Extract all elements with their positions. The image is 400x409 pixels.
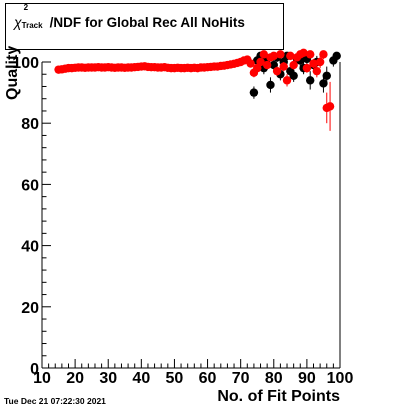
data-point — [249, 86, 259, 99]
x-tick-label: 40 — [132, 370, 150, 387]
data-point — [299, 48, 308, 58]
data-point — [246, 59, 255, 68]
marker — [266, 80, 275, 90]
data-point — [306, 50, 315, 59]
marker — [319, 50, 328, 59]
x-tick-label: 100 — [327, 370, 354, 387]
data-point — [276, 50, 285, 59]
data-point — [279, 62, 288, 72]
axis-ticks — [41, 61, 341, 369]
marker — [282, 76, 292, 85]
marker — [322, 71, 331, 80]
marker — [269, 51, 278, 61]
title-box: χ 2 Track/NDF for Global Rec All NoHits — [5, 3, 284, 50]
title-rest: /NDF for Global Rec All NoHits — [49, 15, 245, 30]
marker — [249, 88, 259, 97]
x-tick-label: 10 — [33, 370, 51, 387]
marker — [306, 76, 315, 85]
data-point — [289, 69, 298, 82]
data-point — [259, 50, 269, 59]
marker — [315, 57, 325, 67]
y-tick-label: 20 — [21, 300, 39, 317]
x-tick-label: 20 — [66, 370, 84, 387]
title-chi: χ — [14, 14, 22, 30]
data-point — [266, 77, 275, 93]
marker — [319, 79, 328, 88]
y-tick-label: 100 — [12, 55, 39, 72]
y-axis-label: Quality — [4, 45, 21, 100]
data-point — [312, 65, 322, 78]
data-point — [256, 57, 265, 67]
plot-frame — [41, 62, 341, 369]
marker — [262, 60, 272, 70]
marker — [246, 59, 255, 68]
x-axis-label: No. of Fit Points — [217, 388, 340, 405]
marker — [306, 50, 315, 59]
data-point — [332, 51, 341, 61]
chart-title: χ 2 Track/NDF for Global Rec All NoHits — [14, 3, 245, 30]
marker — [302, 63, 312, 73]
marker — [332, 51, 341, 61]
data-point — [302, 63, 312, 73]
marker — [276, 50, 285, 59]
x-tick-label: 60 — [199, 370, 217, 387]
data-points — [54, 48, 341, 131]
data-point — [319, 50, 328, 59]
data-point — [306, 71, 315, 90]
x-tick-label: 50 — [166, 370, 184, 387]
tick-labels: 10 20 30 40 50 60 70 80 90 100 0 20 40 60 80 100 — [12, 55, 353, 387]
timestamp: Tue Dec 21 07:22:30 2021 — [4, 396, 106, 406]
title-sub: Track — [21, 21, 43, 30]
data-point — [272, 66, 282, 76]
marker — [309, 59, 318, 68]
marker — [299, 48, 308, 58]
marker — [312, 66, 322, 76]
marker — [279, 62, 288, 71]
title-sup: 2 — [23, 3, 29, 12]
marker — [286, 51, 295, 61]
y-tick-label: 60 — [21, 177, 39, 194]
x-tick-label: 90 — [298, 370, 316, 387]
data-point — [325, 81, 335, 131]
marker — [272, 66, 282, 76]
y-tick-label: 40 — [21, 239, 39, 256]
marker — [259, 50, 269, 59]
title-supsub: 2 Track — [21, 3, 50, 30]
data-point — [282, 74, 292, 87]
data-point — [289, 60, 298, 70]
x-tick-label: 30 — [99, 370, 117, 387]
marker — [256, 57, 265, 67]
data-point — [309, 58, 318, 69]
x-tick-label: 70 — [232, 370, 250, 387]
data-point — [286, 51, 295, 61]
x-tick-label: 80 — [265, 370, 283, 387]
data-point — [322, 66, 331, 85]
data-point — [262, 60, 272, 70]
marker — [325, 102, 335, 111]
data-point — [315, 55, 325, 69]
y-tick-label: 80 — [21, 116, 39, 133]
y-tick-label: 0 — [30, 361, 39, 378]
marker — [289, 71, 298, 80]
marker — [289, 60, 298, 70]
data-point — [269, 51, 278, 61]
